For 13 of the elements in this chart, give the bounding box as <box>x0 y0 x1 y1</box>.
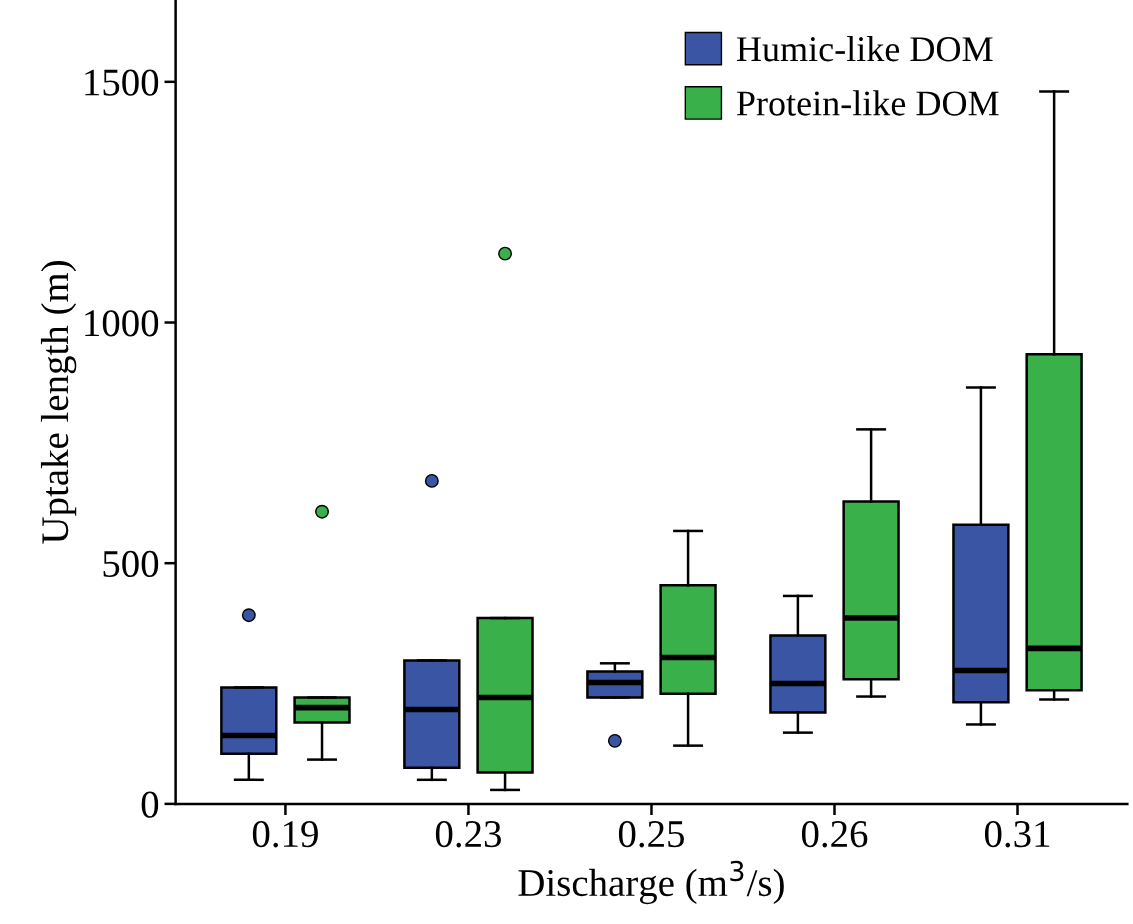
x-tick-label: 0.26 <box>801 820 868 848</box>
x-axis-title: Discharge (m$^{3}$/s) <box>518 860 784 905</box>
y-tick-label: 0 <box>141 791 159 818</box>
y-tick-label: 500 <box>103 550 159 578</box>
y-tick-label: 1000 <box>85 310 159 337</box>
x-tick-label: 0.25 <box>618 820 684 848</box>
legend-label: Humic-like DOM <box>736 35 993 62</box>
x-tick-label: 0.31 <box>984 820 1050 848</box>
legend-label: Protein-like DOM <box>736 90 999 116</box>
x-tick-label: 0.19 <box>252 820 318 848</box>
x-tick-label: 0.23 <box>435 820 501 848</box>
y-tick-label: 1500 <box>85 69 159 96</box>
y-axis-title: Uptake length (m) <box>40 261 77 544</box>
